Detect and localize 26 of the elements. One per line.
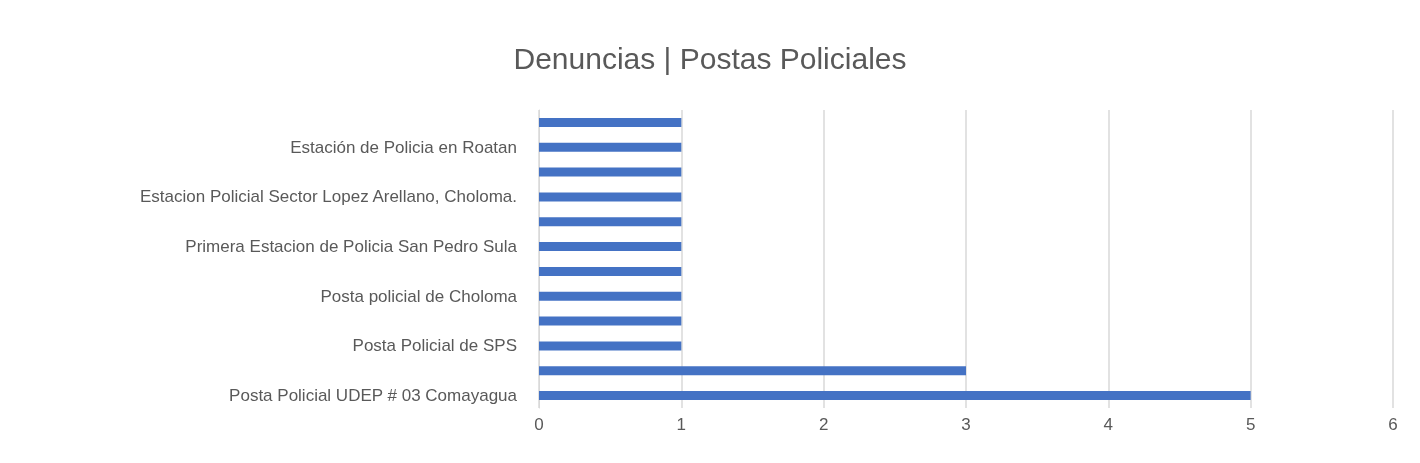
x-tick-label: 6	[1388, 415, 1398, 434]
bar	[539, 266, 682, 276]
bar	[539, 217, 682, 227]
y-tick-label: Estación de Policia en Roatan	[290, 137, 517, 157]
y-tick-label: Posta Policial de SPS	[352, 336, 517, 356]
bar	[539, 341, 682, 351]
x-tick-label: 0	[534, 415, 544, 434]
x-tick-label: 3	[961, 415, 971, 434]
bar	[539, 391, 1251, 401]
bar	[539, 142, 682, 152]
x-tick-label: 4	[1103, 415, 1114, 434]
y-tick-label: Posta policial de Choloma	[320, 286, 518, 306]
x-tick-label: 2	[818, 415, 829, 434]
bar	[539, 167, 682, 177]
y-tick-label: Posta Policial UDEP # 03 Comayagua	[229, 386, 518, 406]
bar	[539, 242, 682, 252]
bar	[539, 117, 682, 127]
chart-title: Denuncias | Postas Policiales	[513, 41, 907, 75]
y-tick-label: Primera Estacion de Policia San Pedro Sula	[185, 237, 518, 257]
bar	[539, 316, 682, 326]
x-tick-label: 1	[676, 415, 687, 434]
bar	[539, 192, 682, 202]
y-tick-label: Estacion Policial Sector Lopez Arellano, Choloma.	[139, 187, 517, 207]
bar	[539, 291, 682, 301]
bar	[539, 366, 966, 376]
x-tick-label: 5	[1245, 415, 1256, 434]
